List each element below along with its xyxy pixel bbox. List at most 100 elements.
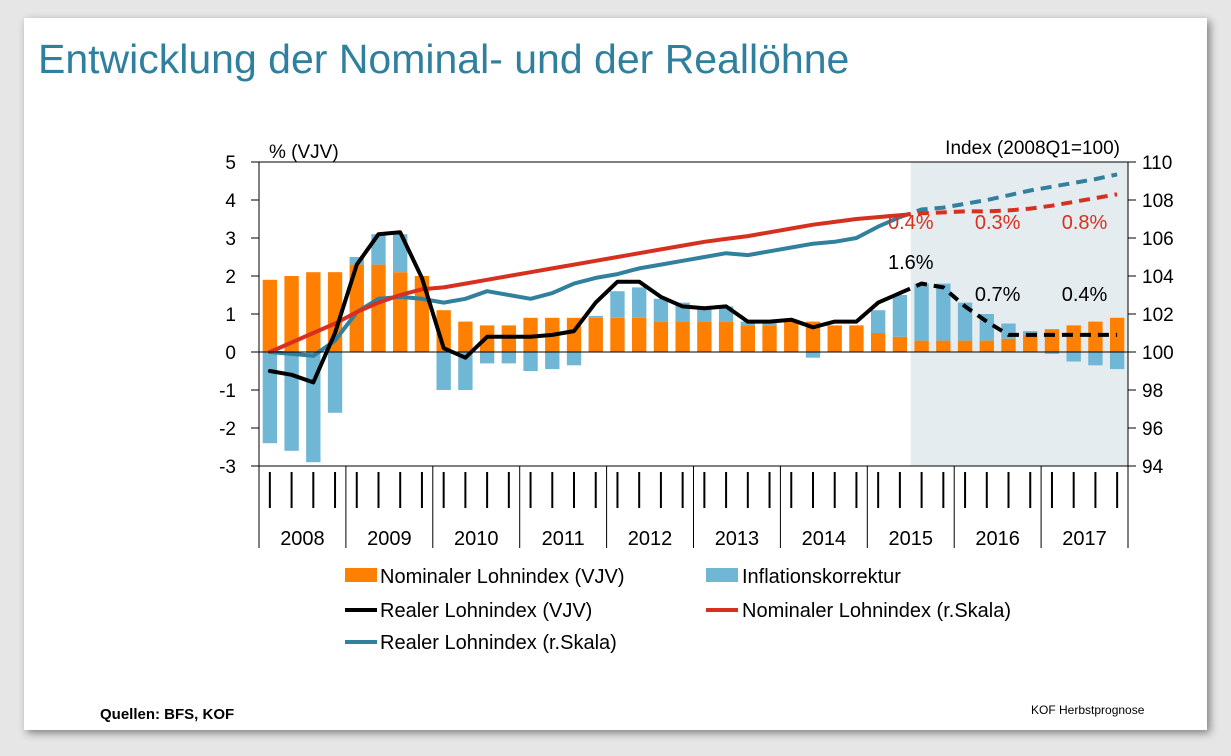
bar-inflation-2010Q2 [458, 352, 473, 390]
right-tick-label-102: 102 [1142, 305, 1174, 326]
lines-layer [267, 172, 1118, 385]
bar-nominal-2013Q4 [762, 325, 777, 352]
right-tick-label-98: 98 [1142, 381, 1163, 402]
legend-label-nominal-bar: Nominaler Lohnindex (VJV) [380, 566, 625, 588]
bar-inflation-2012Q1 [610, 291, 625, 318]
bar-nominal-2014Q4 [849, 325, 864, 352]
bar-nominal-2014Q3 [827, 325, 842, 352]
right-axis: 110 108 106 104 102 100 98 96 94 [1128, 153, 1174, 478]
bar-inflation-2011Q1 [523, 352, 538, 371]
left-tick-label--3: -3 [219, 457, 236, 478]
legend: Nominaler Lohnindex (VJV) Inflationskorr… [345, 566, 1011, 654]
year-label-2012: 2012 [628, 528, 673, 550]
year-label-2009: 2009 [367, 528, 412, 550]
bar-inflation-2010Q4 [501, 352, 517, 364]
left-axis-label: % (VJV) [269, 142, 339, 163]
bar-inflation-2014Q2 [805, 352, 821, 358]
x-axis: 2008 2009 2010 2011 2012 2013 2014 2015 2016 2017 [258, 466, 1129, 550]
bar-nominal-2017Q3 [1088, 321, 1103, 352]
bar-nominal-2013Q1 [697, 321, 712, 352]
bar-inflation-2015Q2 [892, 295, 908, 337]
bar-nominal-2008Q3 [306, 272, 321, 352]
left-axis: 5 4 3 2 1 0 -1 -2 -3 [219, 153, 259, 478]
legend-swatch-inflation [706, 568, 738, 582]
year-label-2010: 2010 [454, 528, 499, 550]
bar-inflation-2008Q1 [262, 352, 278, 444]
bar-nominal-2015Q2 [892, 336, 908, 352]
bar-nominal-2012Q1 [610, 317, 625, 352]
bar-nominal-2008Q4 [327, 272, 343, 352]
year-label-2008: 2008 [280, 528, 325, 550]
year-label-2017: 2017 [1062, 528, 1107, 550]
annotation-0: 0.4% [888, 212, 934, 234]
legend-label-inflation: Inflationskorrektur [742, 566, 901, 588]
annotation-5: 0.4% [1062, 284, 1108, 306]
left-tick-label-3: 3 [225, 229, 236, 250]
bar-inflation-2015Q4 [936, 283, 951, 341]
left-tick-label--1: -1 [219, 381, 236, 402]
line-real-vjv-actual [267, 230, 902, 385]
bar-nominal-2009Q1 [349, 264, 364, 352]
bar-inflation-2015Q3 [914, 283, 929, 341]
right-tick-label-110: 110 [1142, 153, 1172, 174]
bar-inflation-2015Q1 [870, 310, 886, 333]
bar-inflation-2008Q4 [327, 352, 343, 413]
annotation-4: 0.7% [975, 284, 1021, 306]
annotation-1: 0.3% [975, 212, 1021, 234]
bar-inflation-2010Q1 [436, 352, 451, 390]
right-tick-label-94: 94 [1142, 457, 1164, 478]
bar-inflation-2012Q3 [653, 298, 669, 322]
bar-inflation-2017Q2 [1066, 352, 1081, 362]
bar-inflation-2017Q1 [1044, 352, 1060, 354]
bar-inflation-2017Q4 [1109, 352, 1125, 370]
bar-nominal-2008Q2 [284, 276, 299, 352]
bar-nominal-2017Q4 [1109, 317, 1125, 352]
bar-nominal-2011Q4 [588, 317, 603, 352]
year-label-2015: 2015 [889, 528, 934, 550]
source-note: Quellen: BFS, KOF [100, 706, 235, 723]
line-real-vjv-forecast [899, 281, 1118, 337]
bar-nominal-2014Q1 [784, 321, 799, 352]
year-label-2014: 2014 [802, 528, 847, 550]
bar-nominal-2017Q2 [1066, 325, 1081, 352]
bar-nominal-2015Q3 [914, 340, 929, 352]
footer-note: KOF Herbstprognose [1031, 703, 1145, 717]
legend-label-real-vjv: Realer Lohnindex (VJV) [380, 600, 592, 622]
bar-inflation-2009Q1 [349, 257, 364, 265]
right-tick-label-100: 100 [1142, 343, 1174, 364]
legend-label-nominal-index: Nominaler Lohnindex (r.Skala) [742, 600, 1011, 622]
line-real-index-forecast [899, 172, 1118, 219]
bar-nominal-2016Q1 [957, 340, 973, 352]
bar-inflation-2011Q4 [588, 315, 603, 318]
bar-inflation-2011Q3 [566, 352, 582, 366]
year-label-2013: 2013 [715, 528, 760, 550]
bar-inflation-2010Q3 [479, 352, 495, 364]
bar-inflation-2008Q2 [284, 352, 299, 451]
bar-nominal-2009Q2 [371, 264, 386, 352]
bar-nominal-2016Q3 [1001, 338, 1016, 352]
annotation-2: 0.8% [1062, 212, 1108, 234]
right-tick-label-104: 104 [1142, 267, 1174, 288]
right-axis-label: Index (2008Q1=100) [945, 138, 1120, 159]
left-tick-label--2: -2 [219, 419, 236, 440]
line-nominal-index-actual [267, 213, 902, 354]
bar-nominal-2009Q3 [393, 272, 408, 352]
annotations-layer: 0.4% 0.3% 0.8% 1.6% 0.7% 0.4% [888, 212, 1108, 306]
bar-nominal-2014Q2 [805, 321, 821, 352]
right-tick-label-106: 106 [1142, 229, 1174, 250]
bar-nominal-2013Q2 [718, 321, 734, 352]
bar-inflation-2013Q1 [697, 306, 712, 322]
annotation-3: 1.6% [888, 252, 934, 274]
line-real-index-actual [267, 215, 902, 358]
legend-swatch-nominal-bar [345, 568, 377, 582]
right-tick-label-96: 96 [1142, 419, 1163, 440]
right-tick-label-108: 108 [1142, 191, 1174, 212]
left-tick-label-0: 0 [225, 343, 236, 364]
bar-nominal-2016Q4 [1023, 334, 1038, 352]
bar-inflation-2017Q3 [1088, 352, 1103, 366]
bar-nominal-2017Q1 [1044, 329, 1060, 352]
bar-nominal-2016Q2 [979, 340, 994, 352]
wage-chart: 5 4 3 2 1 0 -1 -2 -3 110 108 106 104 102 100 98 96 94 20… [219, 138, 1174, 654]
legend-label-real-index: Realer Lohnindex (r.Skala) [380, 632, 617, 654]
bar-nominal-2015Q1 [870, 333, 886, 352]
